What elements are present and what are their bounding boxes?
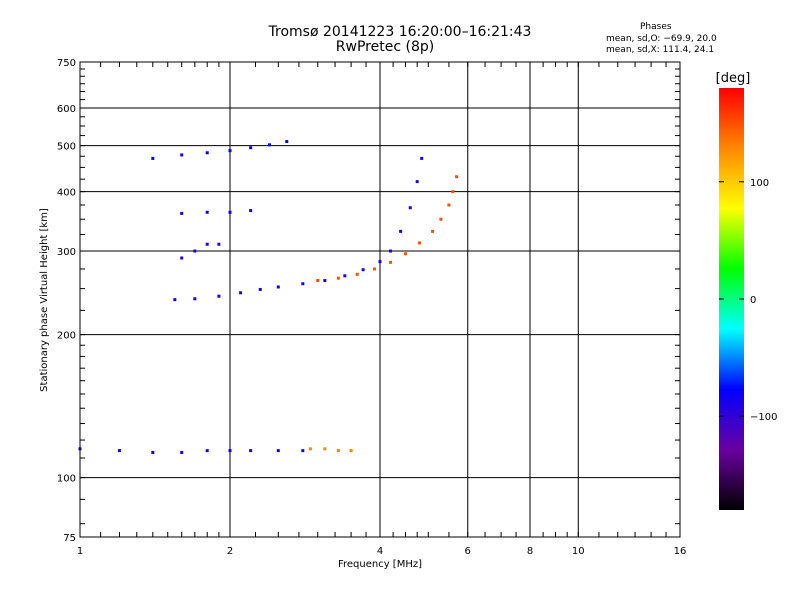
- echo-point: [205, 449, 209, 453]
- phase-stats-heading: Phases: [640, 22, 672, 32]
- tick-layer: 1 2 4 6 8 10 16 75 100 200 300 400 500 600 750: [57, 58, 686, 557]
- chart-subtitle: RwPretec (8p): [335, 39, 435, 55]
- trace-series: [173, 156, 424, 302]
- x-tick-label: 8: [527, 546, 533, 557]
- echo-point: [403, 252, 407, 256]
- echo-point: [455, 175, 459, 179]
- echo-point: [151, 156, 155, 160]
- echo-point: [249, 146, 253, 150]
- y-tick-label: 100: [57, 474, 76, 485]
- phase-stats-o-mode: mean, sd,O: −69.9, 20.0: [606, 34, 717, 44]
- trace-series: [180, 242, 221, 260]
- echo-point: [205, 242, 209, 246]
- echo-point: [389, 260, 393, 264]
- echo-point: [276, 285, 280, 289]
- colorbar-tick-label: −100: [750, 412, 777, 423]
- echo-point: [301, 449, 305, 453]
- echo-point: [336, 276, 340, 280]
- echo-point: [180, 256, 184, 260]
- x-tick-label: 10: [572, 546, 585, 557]
- echo-point: [415, 180, 419, 184]
- echo-point: [193, 249, 197, 253]
- echo-point: [228, 449, 232, 453]
- echo-point: [439, 217, 443, 221]
- echo-point: [258, 287, 262, 291]
- echo-point: [349, 449, 353, 453]
- echo-point: [378, 260, 382, 264]
- x-tick-label: 4: [377, 546, 383, 557]
- echo-point: [117, 449, 121, 453]
- echo-point: [180, 450, 184, 454]
- echo-point: [205, 210, 209, 214]
- trace-series: [78, 447, 305, 454]
- echo-point: [389, 249, 393, 253]
- echo-point: [301, 282, 305, 286]
- echo-point: [239, 291, 243, 295]
- y-tick-label: 750: [57, 58, 76, 69]
- echo-point: [228, 210, 232, 214]
- trace-series: [316, 175, 459, 283]
- x-axis-label: Frequency [MHz]: [338, 559, 422, 570]
- echo-point: [276, 449, 280, 453]
- data-layer: [78, 140, 459, 454]
- colorbar-label: [deg]: [716, 71, 751, 86]
- trace-series: [180, 209, 253, 215]
- echo-point: [323, 447, 327, 451]
- echo-point: [336, 449, 340, 453]
- x-tick-label: 1: [77, 546, 83, 557]
- y-tick-label: 300: [57, 247, 76, 258]
- echo-point: [193, 297, 197, 301]
- echo-point: [361, 268, 365, 272]
- phase-stats-x-mode: mean, sd,X: 111.4, 24.1: [606, 45, 715, 55]
- echo-point: [408, 206, 412, 210]
- echo-point: [180, 211, 184, 215]
- echo-point: [228, 149, 232, 153]
- echo-point: [151, 450, 155, 454]
- x-tick-label: 6: [465, 546, 471, 557]
- echo-point: [217, 242, 221, 246]
- y-tick-label: 200: [57, 331, 76, 342]
- chart-title: Tromsø 20141223 16:20:00–16:21:43: [268, 24, 532, 40]
- echo-point: [180, 153, 184, 157]
- echo-point: [285, 140, 289, 144]
- echo-point: [399, 229, 403, 233]
- echo-point: [249, 449, 253, 453]
- trace-series: [151, 140, 289, 160]
- echo-point: [205, 151, 209, 155]
- echo-point: [431, 229, 435, 233]
- y-tick-label: 400: [57, 188, 76, 199]
- echo-point: [355, 272, 359, 276]
- echo-point: [420, 156, 424, 160]
- colorbar-tick-label: 0: [750, 295, 756, 306]
- echo-point: [316, 279, 320, 283]
- y-tick-label: 600: [57, 104, 76, 115]
- colorbar-tick-label: 100: [750, 178, 769, 189]
- echo-point: [447, 203, 451, 207]
- y-tick-label: 75: [63, 533, 76, 544]
- echo-point: [373, 267, 377, 271]
- trace-series: [308, 447, 353, 453]
- echo-point: [217, 294, 221, 298]
- echo-point: [173, 298, 177, 302]
- grid-layer: [80, 62, 680, 537]
- echo-point: [323, 279, 327, 283]
- x-tick-label: 2: [227, 546, 233, 557]
- y-axis-label: Stationary phase Virtual Height [km]: [39, 208, 50, 392]
- echo-point: [267, 143, 271, 147]
- echo-point: [343, 274, 347, 278]
- echo-point: [417, 241, 421, 245]
- colorbar-ticks: 100 0 −100: [719, 178, 777, 423]
- echo-point: [308, 447, 312, 451]
- echo-point: [451, 190, 455, 194]
- echo-point: [249, 209, 253, 213]
- y-tick-label: 500: [57, 142, 76, 153]
- x-tick-label: 16: [674, 546, 687, 557]
